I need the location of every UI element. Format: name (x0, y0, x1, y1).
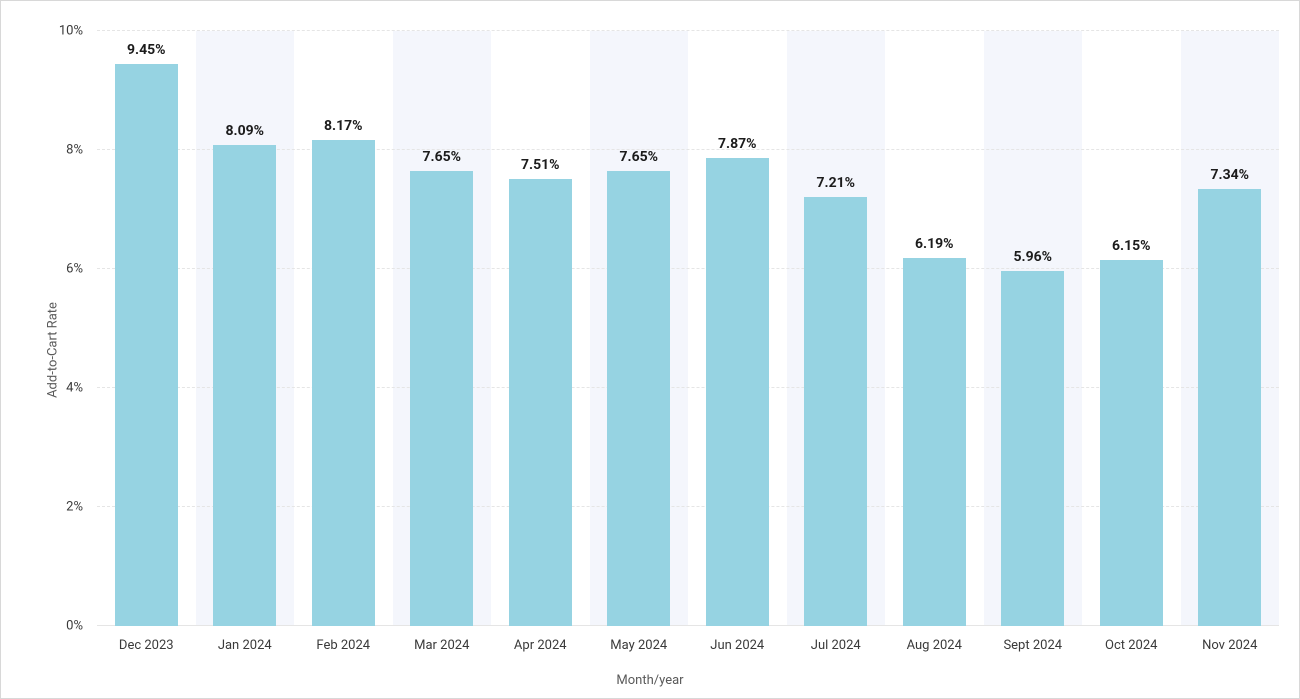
bar: 9.45% (115, 64, 178, 626)
bar-slot: 7.21%Jul 2024 (787, 31, 886, 626)
y-tick-label: 8% (66, 143, 97, 158)
bar-slot: 7.65%May 2024 (590, 31, 689, 626)
bar-value-label: 7.65% (619, 149, 658, 165)
bar-slot: 7.51%Apr 2024 (491, 31, 590, 626)
x-tick-label: Mar 2024 (414, 638, 469, 653)
x-tick-label: Jan 2024 (218, 638, 272, 653)
y-tick-label: 6% (66, 262, 97, 277)
x-tick-label: Jul 2024 (811, 638, 861, 653)
bar-slot: 6.15%Oct 2024 (1082, 31, 1181, 626)
x-tick-label: Dec 2023 (119, 638, 174, 653)
bar-slot: 7.34%Nov 2024 (1181, 31, 1280, 626)
y-tick-label: 2% (66, 500, 97, 515)
x-tick-label: Apr 2024 (514, 638, 567, 653)
bar-value-label: 7.87% (718, 136, 757, 152)
bar: 8.09% (213, 145, 276, 626)
y-tick-label: 10% (59, 24, 97, 39)
bar: 7.65% (607, 171, 670, 626)
bars-row: 9.45%Dec 20238.09%Jan 20248.17%Feb 20247… (97, 31, 1279, 626)
y-tick-label: 4% (66, 381, 97, 396)
x-tick-label: Jun 2024 (710, 638, 764, 653)
bar-slot: 7.87%Jun 2024 (688, 31, 787, 626)
x-tick-label: Aug 2024 (907, 638, 962, 653)
bar: 7.34% (1198, 189, 1261, 626)
y-axis-title: Add-to-Cart Rate (45, 302, 60, 398)
bar: 7.21% (804, 197, 867, 626)
bar: 7.87% (706, 158, 769, 626)
bar-slot: 6.19%Aug 2024 (885, 31, 984, 626)
bar-slot: 8.09%Jan 2024 (196, 31, 295, 626)
x-tick-label: Oct 2024 (1105, 638, 1157, 653)
bar-value-label: 5.96% (1013, 249, 1052, 265)
bar-value-label: 7.51% (521, 157, 560, 173)
x-tick-label: May 2024 (610, 638, 667, 653)
bar: 6.15% (1100, 260, 1163, 626)
bar-value-label: 6.15% (1112, 238, 1151, 254)
bar-slot: 7.65%Mar 2024 (393, 31, 492, 626)
bar: 6.19% (903, 258, 966, 626)
bar: 5.96% (1001, 271, 1064, 626)
bar: 7.51% (509, 179, 572, 626)
bar-value-label: 6.19% (915, 236, 954, 252)
gridline: 10% (97, 30, 1279, 31)
x-tick-label: Nov 2024 (1202, 638, 1257, 653)
bar-value-label: 7.34% (1210, 167, 1249, 183)
bar-value-label: 9.45% (127, 42, 166, 58)
bar-value-label: 8.17% (324, 118, 363, 134)
bar-value-label: 8.09% (225, 123, 264, 139)
x-tick-label: Feb 2024 (316, 638, 370, 653)
x-axis-title: Month/year (616, 673, 683, 688)
bar-value-label: 7.65% (422, 149, 461, 165)
bar: 8.17% (312, 140, 375, 626)
bar-slot: 8.17%Feb 2024 (294, 31, 393, 626)
bar: 7.65% (410, 171, 473, 626)
plot-area: 9.45%Dec 20238.09%Jan 20248.17%Feb 20247… (97, 31, 1279, 626)
y-tick-label: 0% (66, 619, 97, 634)
bar-slot: 5.96%Sept 2024 (984, 31, 1083, 626)
x-tick-label: Sept 2024 (1003, 638, 1062, 653)
bar-value-label: 7.21% (816, 175, 855, 191)
chart-frame: Add-to-Cart Rate Month/year 9.45%Dec 202… (0, 0, 1300, 699)
bar-slot: 9.45%Dec 2023 (97, 31, 196, 626)
